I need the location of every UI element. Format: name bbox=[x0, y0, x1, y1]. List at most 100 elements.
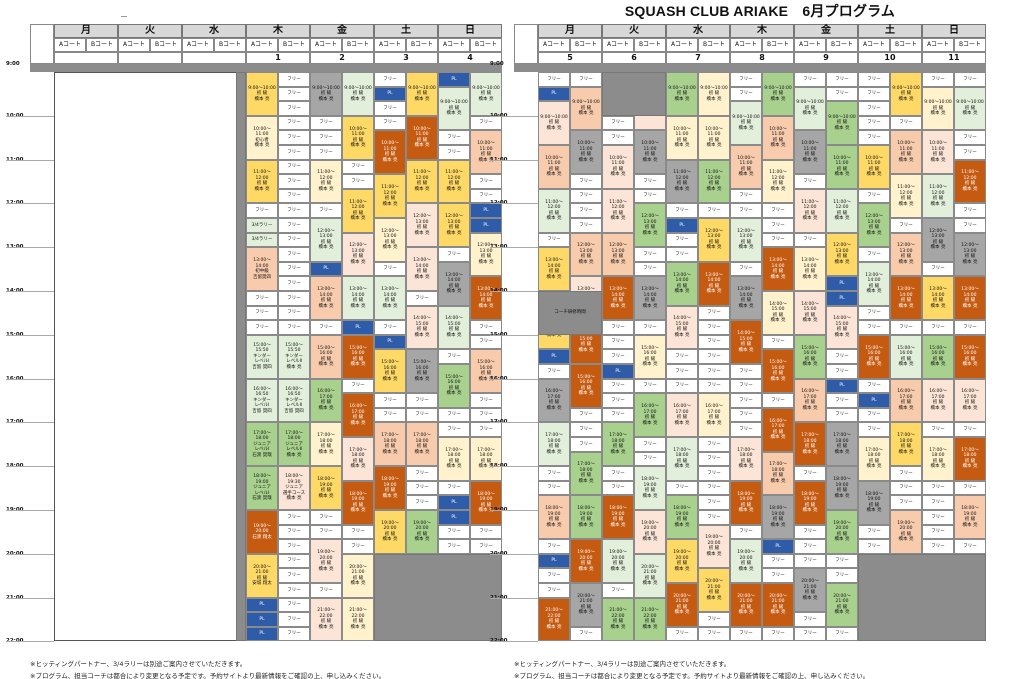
free-slot[interactable]: フリー bbox=[730, 261, 762, 277]
free-slot[interactable]: フリー bbox=[374, 407, 406, 423]
program-slot[interactable]: 15:00〜16:00 初 級橋本 亮 bbox=[406, 349, 438, 394]
program-slot[interactable]: 15:00〜16:00 初 級橋本 亮 bbox=[438, 364, 470, 408]
free-slot[interactable]: フリー bbox=[278, 218, 310, 233]
program-slot[interactable]: 17:00〜18:00 初 級橋本 亮 bbox=[570, 451, 602, 496]
free-slot[interactable]: フリー bbox=[794, 553, 826, 569]
program-slot[interactable]: 10:00〜11:00 初 級橋本 亮 bbox=[406, 115, 438, 160]
program-slot[interactable]: 15:00〜16:00 初 級橋本 亮 bbox=[858, 334, 890, 379]
free-slot[interactable]: フリー bbox=[954, 539, 986, 554]
program-slot[interactable]: 3/4ラリー bbox=[246, 218, 278, 233]
free-slot[interactable]: フリー bbox=[858, 422, 890, 437]
free-slot[interactable]: フリー bbox=[890, 115, 922, 131]
free-slot[interactable]: フリー bbox=[278, 145, 310, 160]
program-slot[interactable]: 19:00〜20:00 初 級橋本 亮 bbox=[570, 539, 602, 583]
program-slot[interactable]: 12:00〜13:00 初 級橋本 亮 bbox=[890, 232, 922, 277]
free-slot[interactable]: フリー bbox=[826, 393, 858, 408]
free-slot[interactable]: フリー bbox=[538, 364, 570, 379]
program-slot[interactable]: 21:00〜22:00 初 級橋本 亮 bbox=[538, 597, 570, 642]
free-slot[interactable]: フリー bbox=[470, 539, 502, 554]
free-slot[interactable]: フリー bbox=[278, 188, 310, 204]
free-slot[interactable]: フリー bbox=[730, 393, 762, 408]
program-slot[interactable]: 10:00〜11:00 初 級橋本 亮 bbox=[470, 130, 502, 175]
free-slot[interactable]: フリー bbox=[826, 553, 858, 569]
program-slot[interactable]: 11:00〜12:00 初 級橋本 亮 bbox=[954, 159, 986, 204]
free-slot[interactable]: フリー bbox=[634, 247, 666, 262]
free-slot[interactable]: フリー bbox=[698, 378, 730, 394]
free-slot[interactable]: フリー bbox=[826, 407, 858, 423]
program-slot[interactable]: 15:00〜16:00 初 級橋本 亮 bbox=[954, 334, 986, 379]
free-slot[interactable]: フリー bbox=[570, 407, 602, 423]
free-slot[interactable]: フリー bbox=[310, 145, 342, 160]
program-slot[interactable]: 10:00〜11:00 初 級橋本 亮 bbox=[762, 115, 794, 160]
free-slot[interactable]: フリー bbox=[730, 203, 762, 218]
program-slot[interactable]: 12:00〜13:00 初 級橋本 亮 bbox=[570, 232, 602, 277]
free-slot[interactable]: フリー bbox=[858, 524, 890, 540]
program-slot[interactable]: 12:00〜13:00 初 級橋本 亮 bbox=[438, 203, 470, 248]
free-slot[interactable]: フリー bbox=[602, 349, 634, 364]
free-slot[interactable]: フリー bbox=[310, 320, 342, 335]
program-slot[interactable]: 19:00〜20:00 初 級橋本 亮 bbox=[634, 510, 666, 554]
free-slot[interactable]: フリー bbox=[954, 145, 986, 160]
free-slot[interactable]: フリー bbox=[730, 364, 762, 379]
free-slot[interactable]: フリー bbox=[310, 203, 342, 218]
free-slot[interactable]: フリー bbox=[794, 612, 826, 627]
program-slot[interactable]: 12:00〜13:00 初 級橋本 亮 bbox=[342, 232, 374, 277]
program-slot[interactable]: 10:00〜11:00 初 級橋本 亮 bbox=[602, 145, 634, 189]
free-slot[interactable]: フリー bbox=[794, 524, 826, 540]
program-slot[interactable]: 15:00〜16:00 初 級橋本 亮 bbox=[634, 334, 666, 379]
free-slot[interactable]: フリー bbox=[922, 495, 954, 510]
free-slot[interactable]: フリー bbox=[310, 115, 342, 131]
program-slot[interactable]: 11:00〜12:00 初 級橋本 亮 bbox=[374, 174, 406, 218]
program-slot[interactable]: 19:00〜20:00 初 級橋本 亮 bbox=[826, 510, 858, 554]
program-slot[interactable]: 18:00〜19:30 ジュニア 選手コース 橋本 亮 bbox=[278, 466, 310, 510]
free-slot[interactable]: フリー bbox=[602, 466, 634, 481]
program-slot[interactable]: 17:00〜18:00 ジュニア レベルⅡ 橋本 亮 bbox=[278, 422, 310, 467]
free-slot[interactable]: フリー bbox=[342, 378, 374, 394]
free-slot[interactable]: フリー bbox=[374, 72, 406, 87]
free-slot[interactable]: フリー bbox=[438, 524, 470, 540]
free-slot[interactable]: フリー bbox=[762, 553, 794, 569]
program-slot[interactable]: PL bbox=[470, 203, 502, 218]
free-slot[interactable]: フリー bbox=[570, 203, 602, 218]
program-slot[interactable]: PL bbox=[666, 218, 698, 233]
program-slot[interactable]: 12:00〜13:00 初 級橋本 亮 bbox=[858, 203, 890, 248]
program-slot[interactable]: 16:00〜16:50 キンダー レベルⅠ 吉留 奨四 bbox=[246, 378, 278, 423]
free-slot[interactable]: フリー bbox=[666, 349, 698, 364]
free-slot[interactable]: フリー bbox=[666, 247, 698, 262]
free-slot[interactable]: フリー bbox=[666, 480, 698, 496]
free-slot[interactable]: フリー bbox=[858, 320, 890, 335]
program-slot[interactable]: 15:00〜15:50 キンダー レベルⅡ 橋本 亮 bbox=[278, 334, 310, 379]
free-slot[interactable]: フリー bbox=[278, 626, 310, 642]
free-slot[interactable]: フリー bbox=[570, 72, 602, 87]
program-slot[interactable]: 18:00〜19:00 初 級橋本 亮 bbox=[310, 466, 342, 510]
free-slot[interactable]: フリー bbox=[698, 510, 730, 525]
free-slot[interactable]: フリー bbox=[278, 583, 310, 598]
free-slot[interactable]: フリー bbox=[602, 407, 634, 423]
program-slot[interactable]: 15:00〜16:00 初 級橋本 亮 bbox=[374, 349, 406, 394]
free-slot[interactable]: フリー bbox=[470, 174, 502, 189]
free-slot[interactable]: フリー bbox=[538, 480, 570, 496]
free-slot[interactable]: フリー bbox=[794, 174, 826, 189]
program-slot[interactable]: 19:00〜20:00 初 級橋本 亮 bbox=[374, 510, 406, 554]
free-slot[interactable]: フリー bbox=[858, 72, 890, 87]
free-slot[interactable]: フリー bbox=[730, 378, 762, 394]
program-slot[interactable]: 16:00〜17:00 初 級橋本 亮 bbox=[342, 393, 374, 437]
program-slot[interactable]: 11:00〜12:00 初 級橋本 亮 bbox=[342, 188, 374, 233]
program-slot[interactable]: 18:00〜19:00 初 級橋本 亮 bbox=[762, 495, 794, 540]
program-slot[interactable]: 16:00〜17:00 初 級橋本 亮 bbox=[922, 378, 954, 423]
free-slot[interactable]: フリー bbox=[246, 203, 278, 218]
program-slot[interactable]: 12:00〜13:00 初 級橋本 亮 bbox=[698, 218, 730, 262]
